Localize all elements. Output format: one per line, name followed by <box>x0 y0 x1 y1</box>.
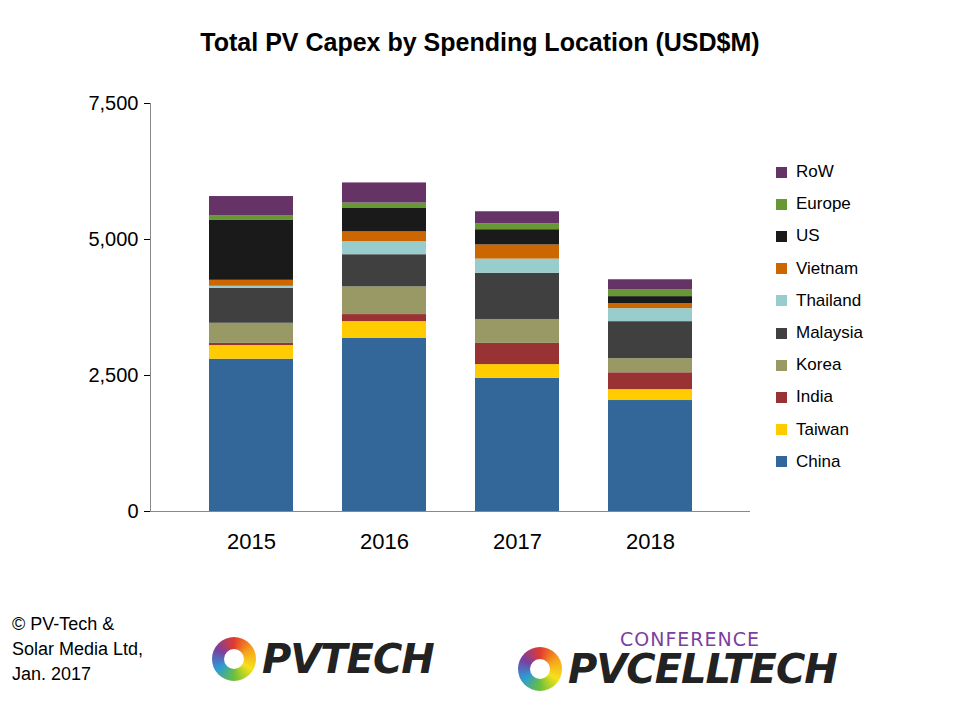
html-text:India: India <box>796 387 833 407</box>
html-text:Malaysia: Malaysia <box>796 323 864 342</box>
html-text:Vietnam: Vietnam <box>796 258 859 278</box>
svg-text:7,500: 7,500 <box>88 92 138 114</box>
html-text:© PV-Tech &: © PV-Tech & <box>12 614 115 634</box>
html-text:Solar Media Ltd,: Solar Media Ltd, <box>12 639 144 659</box>
svg-text:2015: 2015 <box>227 529 276 554</box>
html-text:Europe: Europe <box>796 194 851 214</box>
html-text:China: China <box>796 451 841 471</box>
html-text:Taiwan: Taiwan <box>796 419 849 439</box>
svg-text:5,000: 5,000 <box>88 228 138 250</box>
svg-text:2018: 2018 <box>626 529 675 554</box>
html-text:CONFERENCE: CONFERENCE <box>620 628 761 650</box>
svg-text:2017: 2017 <box>493 529 542 554</box>
html-text:Jan. 2017: Jan. 2017 <box>12 664 92 684</box>
html-text:Total PV Capex by Spending Loc: Total PV Capex by Spending Location (USD… <box>200 28 760 56</box>
html-text:PVCELLTECH: PVCELLTECH <box>568 646 837 692</box>
html-text:RoW: RoW <box>796 162 834 182</box>
html-text:US: US <box>796 226 820 246</box>
svg-text:2,500: 2,500 <box>88 364 138 386</box>
svg-text:2016: 2016 <box>360 529 409 554</box>
svg-text:0: 0 <box>127 500 138 522</box>
html-text:Korea: Korea <box>796 355 842 375</box>
html-text:Thailand: Thailand <box>796 290 862 310</box>
html-text:PVTECH: PVTECH <box>262 636 434 682</box>
